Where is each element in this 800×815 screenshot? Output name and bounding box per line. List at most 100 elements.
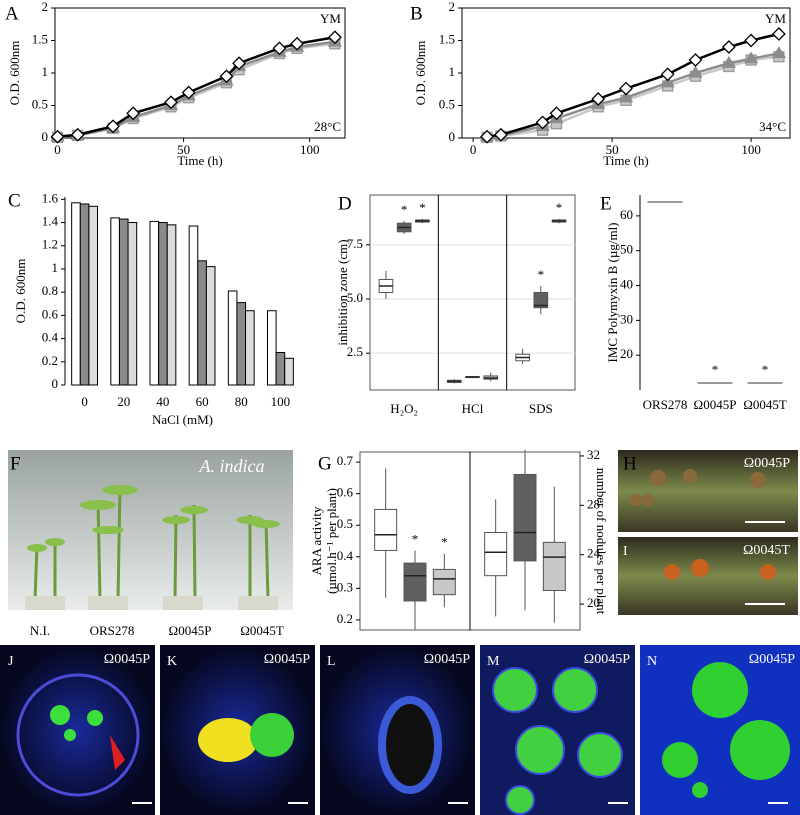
y-tick-label: 0.5: [32, 96, 48, 111]
x-tick-label: Ω0045P: [694, 397, 737, 412]
nodules: [630, 469, 766, 506]
point: [327, 30, 342, 45]
y-tick-label: 28: [587, 496, 600, 511]
point: [126, 106, 141, 121]
bar: [188, 225, 199, 386]
x-tick-label: 0: [470, 142, 477, 157]
yellow-signal: [198, 718, 258, 762]
annotation: YM: [320, 11, 341, 26]
y-tick-label: 0.7: [337, 453, 354, 468]
panel-letter: L: [327, 654, 336, 669]
axis-title: IMC Polymyxin B (µg/ml): [605, 222, 620, 362]
y-tick-label: 40: [620, 277, 633, 292]
x-tick-label: Ω0045T: [743, 397, 787, 412]
point: [771, 27, 786, 41]
pots: [25, 596, 278, 610]
bar: [245, 310, 255, 386]
x-tick-label: 0: [54, 142, 61, 157]
y-tick-label: 0.3: [337, 579, 353, 594]
y-tick-label: 0.6: [42, 306, 59, 321]
panel-letter: B: [410, 3, 423, 24]
infected-cells: [662, 662, 790, 798]
x-tick-label: 20: [117, 394, 130, 409]
bacteria: [250, 713, 294, 757]
photo-label: N.I.: [30, 623, 50, 638]
panel-letter: M: [487, 654, 500, 669]
photo-i: Ω0045T I: [618, 537, 798, 615]
box: [533, 292, 549, 309]
axis-title: ARA activity: [309, 506, 324, 575]
y-tick-label: 1.2: [42, 237, 58, 252]
nodule-outline: [16, 673, 140, 797]
panel-letter: E: [600, 193, 612, 214]
x-tick-label: 100: [271, 394, 291, 409]
y-tick-label: 60: [620, 207, 633, 222]
panel-letter: H: [623, 453, 637, 474]
y-tick-label: 0.5: [337, 516, 353, 531]
y-tick-label: 1: [52, 260, 59, 275]
infection-zone: [378, 696, 442, 794]
y-tick-label: 0.6: [337, 485, 354, 500]
nodules: [664, 559, 776, 580]
significance: *: [441, 535, 448, 550]
photo-label: Ω0045P: [584, 652, 630, 667]
facet-label: SDS: [529, 401, 553, 416]
photo-label: Ω0045P: [169, 623, 212, 638]
y-tick-label: 20: [620, 346, 633, 361]
point: [688, 65, 703, 78]
point: [219, 69, 234, 84]
photo-n: Ω0045P N: [640, 645, 800, 815]
y-tick-label: 0.8: [42, 283, 58, 298]
y-tick-label: 1: [42, 64, 49, 79]
facet-label: HCl: [462, 401, 484, 416]
infected-cells: [492, 667, 623, 815]
y-tick-label: 20: [587, 595, 600, 610]
series-line: [486, 52, 780, 138]
panel-letter: F: [10, 453, 21, 474]
point: [771, 46, 787, 59]
photo-f: A. indica N.I. ORS278 Ω0045P Ω0045T F: [8, 450, 293, 638]
axis-title: Time (h): [177, 153, 222, 168]
annotation: YM: [765, 11, 786, 26]
point: [618, 90, 634, 103]
facet-label: H₂O₂: [390, 401, 418, 416]
point: [619, 81, 633, 96]
box: [432, 568, 456, 596]
annotation: 28°C: [314, 119, 341, 134]
point: [535, 115, 550, 130]
bar: [71, 202, 81, 386]
bar: [149, 220, 160, 386]
point: [181, 85, 196, 100]
x-tick-label: 100: [741, 142, 761, 157]
significance: *: [712, 362, 719, 377]
panel-letter: G: [318, 453, 332, 474]
bacteria: [50, 705, 103, 741]
bar: [266, 310, 277, 386]
significance: *: [762, 362, 769, 377]
y-tick-label: 2: [449, 0, 456, 14]
x-tick-label: 60: [196, 394, 209, 409]
panel-letter: K: [167, 654, 177, 669]
bar: [227, 290, 238, 386]
bar: [118, 218, 129, 386]
photo-title: A. indica: [199, 456, 265, 476]
panel-letter: N: [647, 654, 657, 669]
point: [549, 106, 564, 121]
axis-title: O.D. 600nm: [413, 41, 428, 106]
box: [374, 508, 398, 551]
bar: [236, 302, 247, 386]
bar: [79, 203, 90, 386]
y-tick-label: 0: [449, 129, 456, 144]
y-tick-label: 32: [587, 447, 600, 462]
box: [403, 562, 427, 602]
significance: *: [412, 531, 419, 546]
series-line: [486, 32, 780, 138]
box: [513, 473, 537, 562]
photo-h: Ω0045P H: [618, 450, 798, 532]
y-tick-label: 30: [620, 311, 633, 326]
bar: [110, 217, 120, 386]
point: [721, 40, 736, 54]
axis-title: number of nodules per plant: [594, 468, 609, 615]
x-tick-label: 50: [177, 142, 190, 157]
point: [290, 36, 305, 51]
